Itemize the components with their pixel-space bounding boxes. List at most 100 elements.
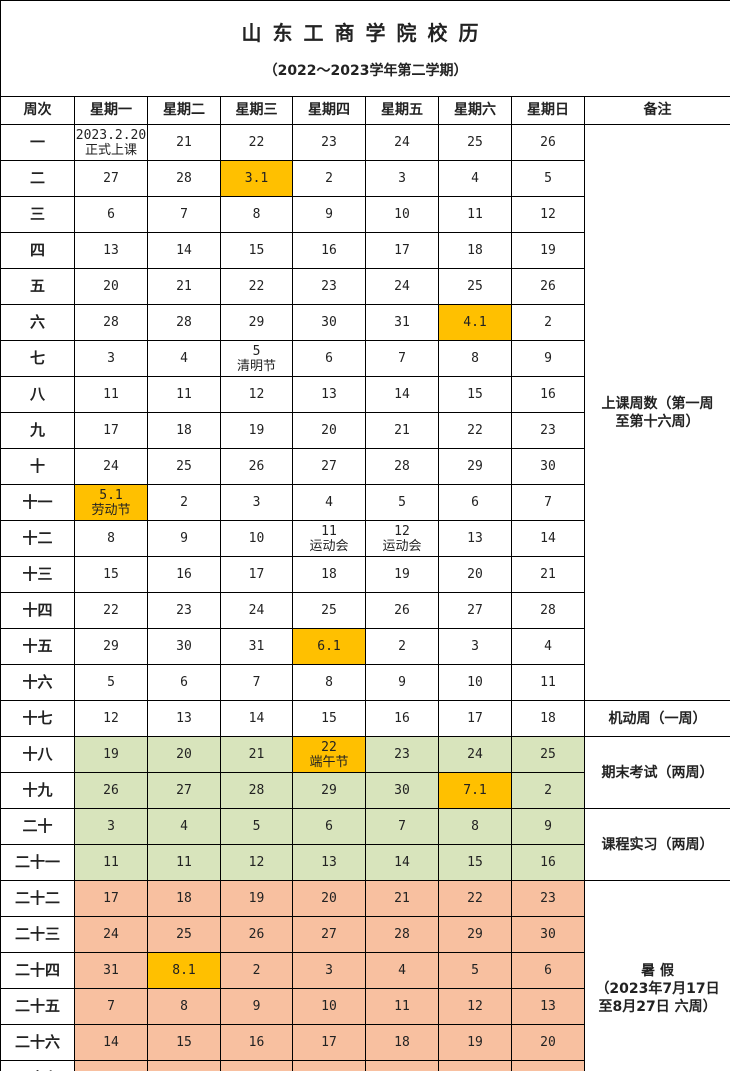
date-cell: 19 <box>220 412 293 449</box>
column-header: 星期一 <box>74 96 148 125</box>
date-cell: 3 <box>365 160 439 197</box>
date-cell: 11 <box>438 196 512 233</box>
date-cell: 6 <box>511 952 585 989</box>
date-cell: 2 <box>511 772 585 809</box>
date-cell: 12 <box>511 196 585 233</box>
date-cell: 29 <box>220 304 293 341</box>
date-cell: 12 <box>438 988 512 1025</box>
date-cell: 24 <box>365 124 439 161</box>
date-cell: 19 <box>365 556 439 593</box>
date-cell: 21 <box>220 736 293 773</box>
week-number: 十九 <box>0 772 75 809</box>
date-cell: 2023.2.20 正式上课 <box>74 124 148 161</box>
date-cell: 6 <box>438 484 512 521</box>
date-cell: 24 <box>365 268 439 305</box>
date-cell: 23 <box>292 268 366 305</box>
date-cell: 13 <box>292 844 366 881</box>
date-cell: 31 <box>74 952 148 989</box>
column-header: 周次 <box>0 96 75 125</box>
week-row: 二十六 14 15 16 17 18 19 20 <box>0 1024 730 1061</box>
week-row: 十九 26 27 28 29 30 7.1 2 <box>0 772 730 809</box>
date-cell: 12 运动会 <box>365 520 439 557</box>
date-cell: 11 <box>147 376 221 413</box>
date-cell: 19 <box>438 1024 512 1061</box>
week-number: 三 <box>0 196 75 233</box>
date-cell: 24 <box>220 592 293 629</box>
week-number: 二十三 <box>0 916 75 953</box>
week-row: 二十二 17 18 19 20 21 22 23 暑 假 （2023年7月17日 至8月27日 … <box>0 880 730 1071</box>
week-number: 十七 <box>0 700 75 737</box>
date-cell: 3 <box>74 340 148 377</box>
column-header: 星期三 <box>220 96 293 125</box>
date-cell: 9 <box>511 808 585 845</box>
date-cell: 4 <box>147 340 221 377</box>
highlighted-date-cell: 22 端午节 <box>292 736 366 773</box>
week-row: 六 28 28 29 30 31 4.1 2 <box>0 304 730 341</box>
date-cell: 2 <box>365 628 439 665</box>
week-row: 二十三 24 25 26 27 28 29 30 <box>0 916 730 953</box>
date-cell: 9 <box>220 988 293 1025</box>
date-cell: 20 <box>292 412 366 449</box>
date-cell: 14 <box>147 232 221 269</box>
date-cell: 16 <box>220 1024 293 1061</box>
date-cell: 26 <box>438 1060 512 1071</box>
date-cell: 7 <box>74 988 148 1025</box>
week-row: 五 20 21 22 23 24 25 26 <box>0 268 730 305</box>
date-cell: 5 <box>220 808 293 845</box>
date-cell: 31 <box>220 628 293 665</box>
date-cell: 2 <box>147 484 221 521</box>
date-cell: 28 <box>365 916 439 953</box>
date-cell: 3 <box>292 952 366 989</box>
date-cell: 10 <box>292 988 366 1025</box>
date-cell: 30 <box>147 628 221 665</box>
week-number: 六 <box>0 304 75 341</box>
header-row: 周次 星期一 星期二 星期三 星期四 星期五 星期六 星期日 备注 <box>0 96 730 125</box>
week-number: 四 <box>0 232 75 269</box>
date-cell: 21 <box>365 412 439 449</box>
date-cell: 17 <box>74 880 148 917</box>
title-row: 山东工商学院校历 （2022～2023学年第二学期） <box>0 0 730 97</box>
week-number: 十一 <box>0 484 75 521</box>
week-row: 二 27 28 3.1 2 3 4 5 <box>0 160 730 197</box>
date-cell: 28 <box>74 304 148 341</box>
date-cell: 5 <box>365 484 439 521</box>
date-cell: 18 <box>292 556 366 593</box>
date-cell: 26 <box>220 448 293 485</box>
week-number: 二十六 <box>0 1024 75 1061</box>
date-cell: 14 <box>365 844 439 881</box>
week-number: 二 <box>0 160 75 197</box>
date-cell: 25 <box>147 448 221 485</box>
date-cell: 18 <box>147 412 221 449</box>
week-number: 二十七 <box>0 1060 75 1071</box>
date-cell: 21 <box>147 124 221 161</box>
date-cell: 16 <box>292 232 366 269</box>
date-cell: 11 <box>74 376 148 413</box>
date-cell: 22 <box>220 268 293 305</box>
date-cell: 21 <box>147 268 221 305</box>
date-cell: 27 <box>74 160 148 197</box>
week-number: 十五 <box>0 628 75 665</box>
date-cell: 14 <box>74 1024 148 1061</box>
date-cell: 8 <box>74 520 148 557</box>
highlighted-date-cell: 3.1 <box>220 160 293 197</box>
date-cell: 13 <box>438 520 512 557</box>
date-cell: 27 <box>292 916 366 953</box>
week-number: 二十五 <box>0 988 75 1025</box>
week-row: 一 2023.2.20 正式上课 21 22 23 24 25 26 上课周数（第一周 至第十六… <box>0 124 730 701</box>
date-cell: 20 <box>147 736 221 773</box>
week-row: 三 6 7 8 9 10 11 12 <box>0 196 730 233</box>
date-cell: 26 <box>220 916 293 953</box>
date-cell: 25 <box>511 736 585 773</box>
date-cell: 17 <box>220 556 293 593</box>
date-cell: 18 <box>365 1024 439 1061</box>
week-number: 五 <box>0 268 75 305</box>
date-cell: 21 <box>511 556 585 593</box>
date-cell: 30 <box>511 916 585 953</box>
column-header: 备注 <box>583 96 730 125</box>
date-cell: 25 <box>292 592 366 629</box>
date-cell: 4 <box>511 628 585 665</box>
date-cell: 24 <box>74 448 148 485</box>
week-number: 十四 <box>0 592 75 629</box>
column-header: 星期五 <box>365 96 439 125</box>
date-cell: 21 <box>74 1060 148 1071</box>
